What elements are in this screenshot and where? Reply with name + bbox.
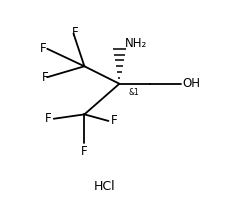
Text: F: F <box>81 145 87 158</box>
Text: F: F <box>41 71 48 84</box>
Text: F: F <box>39 42 46 55</box>
Text: F: F <box>72 26 79 39</box>
Text: OH: OH <box>182 77 200 90</box>
Text: F: F <box>45 112 51 125</box>
Text: HCl: HCl <box>93 180 114 193</box>
Text: F: F <box>110 114 117 127</box>
Text: &1: &1 <box>128 88 138 97</box>
Text: NH₂: NH₂ <box>124 37 147 50</box>
